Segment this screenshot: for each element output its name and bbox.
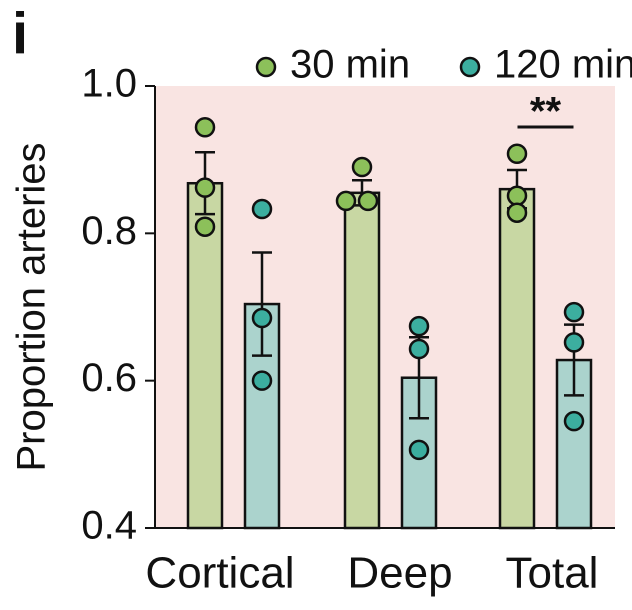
legend-marker — [255, 56, 277, 78]
data-point — [335, 190, 357, 212]
significance-label: ** — [530, 90, 562, 134]
bar — [343, 191, 381, 530]
y-tick-label: 1.0 — [81, 62, 137, 106]
data-point — [251, 307, 273, 329]
data-point — [563, 332, 585, 353]
data-point — [563, 410, 585, 432]
error-bar — [252, 251, 272, 357]
y-tick-label: 0.4 — [81, 504, 137, 548]
data-point — [506, 185, 528, 207]
y-tick-label: 0.8 — [81, 209, 137, 253]
plot-background — [155, 86, 615, 528]
x-tick-label: Total — [506, 549, 599, 598]
data-point — [357, 190, 379, 212]
data-point — [251, 370, 273, 391]
data-point — [563, 301, 585, 323]
legend-label: 30 min — [290, 43, 410, 87]
data-point — [194, 177, 216, 198]
data-point — [408, 338, 430, 360]
panel-label: i — [12, 1, 28, 66]
data-point — [194, 117, 216, 138]
data-point — [506, 143, 528, 165]
data-point — [408, 439, 430, 461]
x-tick-label: Cortical — [145, 549, 294, 598]
data-point — [506, 202, 528, 223]
legend-label: 120 min — [494, 43, 632, 87]
legend-marker — [459, 56, 481, 78]
y-tick-label: 0.6 — [81, 356, 137, 400]
data-point — [408, 315, 430, 337]
x-tick-label: Deep — [347, 549, 452, 598]
y-axis-title: Proportion arteries — [10, 142, 54, 471]
data-point — [194, 216, 216, 237]
bar — [498, 187, 536, 530]
data-point — [251, 198, 273, 220]
data-point — [351, 156, 373, 178]
